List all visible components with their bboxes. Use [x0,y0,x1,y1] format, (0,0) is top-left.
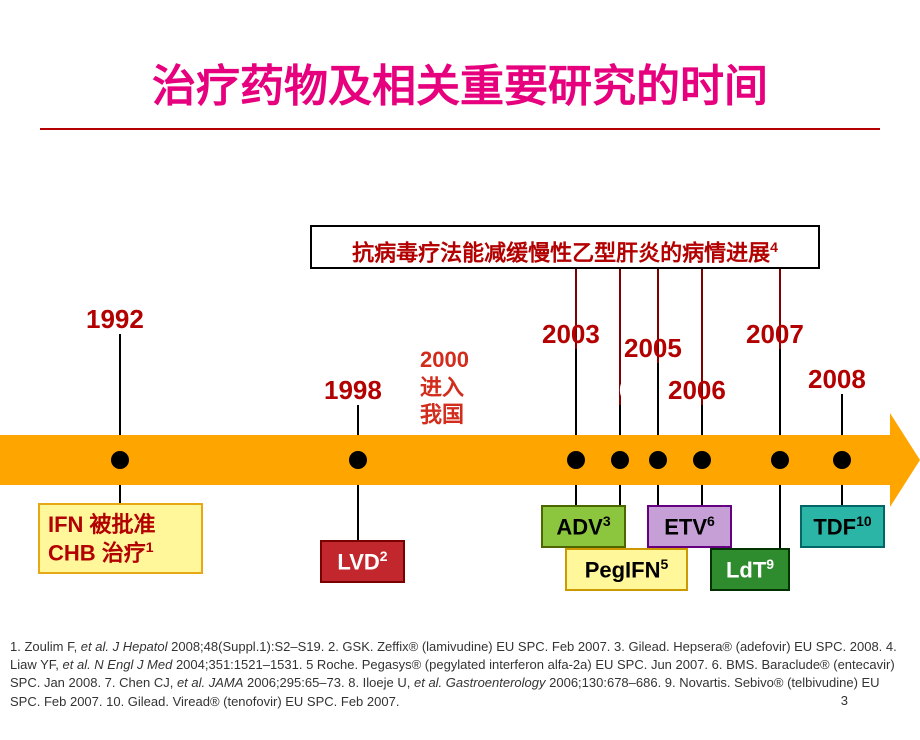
tick-up-1992 [119,334,121,435]
tick-down-lvd [357,485,359,540]
tick-up-2007 [779,349,781,435]
note-2000-l3: 我国 [420,402,464,427]
asterisk-note: *在美国上市的年份 [10,623,102,639]
tick-down-tdf [841,485,843,507]
drug-adv: ADV3 [541,505,626,548]
year-label-2003: 2003 [542,319,600,350]
ifn-sup: 1 [146,539,154,555]
ifn-line2: CHB 治疗 [48,540,146,565]
timeline-dot-2003 [567,451,585,469]
note-2000-l2: 进入 [420,375,464,400]
title-underline [40,128,880,130]
year-label-1992: 1992 [86,304,144,335]
note-2000: 2000 进入 我国 [420,346,469,429]
lvd-sup: 2 [380,548,388,564]
etv-sup: 6 [707,513,715,529]
tick-down-adv [575,485,577,507]
year-label-2006: 2006 [668,375,726,406]
peg-text: PegIFN [585,557,661,582]
tdf-text: TDF [813,514,856,539]
callout-box: 抗病毒疗法能减缓慢性乙型肝炎的病情进展4 [310,225,820,269]
year-label-2007: 2007 [746,319,804,350]
timeline-dot-2006 [693,451,711,469]
timeline-dot-2007 [771,451,789,469]
timeline-arrow-body [0,435,890,485]
timeline-dot-1992 [111,451,129,469]
adv-sup: 3 [603,513,611,529]
callout-sup: 4 [770,239,778,255]
adv-text: ADV [556,514,602,539]
timeline-arrow-head [890,413,920,507]
year-label-2004: 2004 [590,375,648,406]
timeline-dot-2004 [611,451,629,469]
tick-up-2006 [701,405,703,435]
references: 1. Zoulim F, et al. J Hepatol 2008;48(Su… [10,638,910,711]
ldt-text: LdT [726,557,766,582]
timeline-dot-2008 [833,451,851,469]
tick-down-ifn [119,485,121,505]
ifn-line1: IFN 被批准 [48,512,156,537]
tick-down-etv [657,485,659,507]
timeline-dot-1998 [349,451,367,469]
year-label-2005: 2005 [624,333,682,364]
tick-up-2003 [575,349,577,435]
drug-lvd: LVD2 [320,540,405,583]
tdf-sup: 10 [856,513,872,529]
drug-pegifn: PegIFN5 [565,548,688,591]
drug-ldt: LdT9 [710,548,790,591]
note-2000-year: 2000 [420,347,469,372]
tick-up-2008 [841,394,843,435]
drug-etv: ETV6 [647,505,732,548]
drug-ifn: IFN 被批准 CHB 治疗1 [38,503,203,574]
peg-sup: 5 [661,556,669,572]
tick-up-1998 [357,405,359,435]
timeline-dot-2005 [649,451,667,469]
callout-text: 抗病毒疗法能减缓慢性乙型肝炎的病情进展 [352,240,770,265]
tick-up-2004 [619,405,621,435]
tick-down-etv2 [701,485,703,507]
year-label-2008: 2008 [808,364,866,395]
year-label-1998: 1998 [324,375,382,406]
tick-up-2005 [657,363,659,435]
tick-down-ldt [779,485,781,550]
etv-text: ETV [664,514,707,539]
slide-number: 3 [841,693,848,708]
drug-tdf: TDF10 [800,505,885,548]
page-title: 治疗药物及相关重要研究的时间 [0,50,920,114]
lvd-text: LVD [337,549,379,574]
ldt-sup: 9 [766,556,774,572]
